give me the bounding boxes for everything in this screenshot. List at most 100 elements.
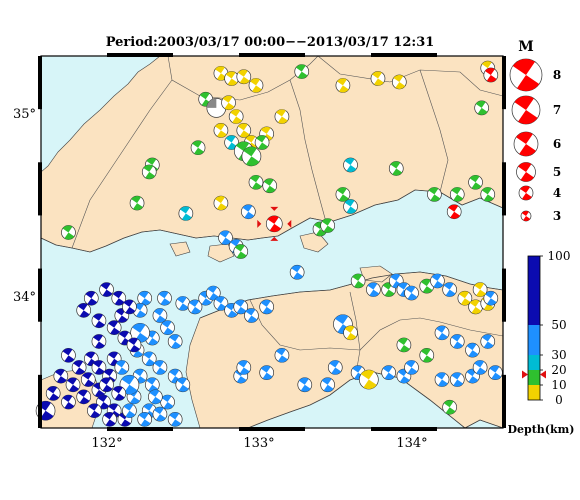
earthquake-event	[167, 334, 183, 349]
magnitude-legend-label: 5	[553, 165, 561, 179]
earthquake-event	[76, 389, 92, 405]
earthquake-event	[488, 365, 503, 380]
earthquake-event	[111, 290, 127, 306]
earthquake-event	[419, 278, 435, 294]
frame-bar-segment	[502, 56, 506, 110]
earthquake-event	[61, 225, 76, 240]
frame-scale-bars	[38, 53, 506, 431]
earthquake-event	[449, 334, 465, 349]
earthquake-event	[137, 411, 153, 427]
depth-legend-label: Depth(km)	[508, 423, 575, 436]
earthquake-event	[45, 386, 61, 401]
magnitude-legend-ball	[513, 131, 539, 157]
earthquake-event	[178, 206, 194, 221]
earthquake-event	[335, 187, 351, 202]
earthquake-event	[442, 399, 457, 415]
earthquake-event	[480, 334, 496, 349]
earthquake-event	[465, 342, 480, 358]
magnitude-legend-ball	[516, 162, 536, 182]
depth-tick-label: 0	[555, 393, 563, 407]
earthquake-event	[224, 71, 239, 86]
earthquake-event	[119, 374, 140, 395]
earthquake-event	[274, 347, 290, 363]
earthquake-event	[449, 372, 465, 387]
earthquake-event	[419, 347, 435, 363]
earthquake-event	[350, 273, 366, 289]
magnitude-legend-label: 3	[553, 209, 561, 223]
depth-tick-label: 50	[551, 318, 566, 332]
earthquake-event	[152, 406, 168, 422]
earthquake-event	[343, 199, 358, 214]
earthquake-event	[122, 299, 137, 315]
depth-marker-left	[522, 370, 528, 379]
earthquake-event	[160, 394, 175, 410]
lat-label-34: 34°	[13, 290, 36, 305]
earthquake-event	[76, 302, 92, 318]
earthquake-event	[358, 369, 379, 390]
mainshock-arrow	[270, 206, 279, 211]
earthquake-event	[289, 264, 305, 280]
earthquake-event	[381, 365, 396, 380]
earthquake-event	[144, 377, 160, 393]
border-4	[419, 69, 449, 193]
earthquake-event	[71, 360, 87, 375]
earthquake-event	[187, 299, 203, 315]
earthquake-event	[99, 377, 114, 393]
earthquake-event	[396, 337, 412, 353]
frame-bar-segment	[371, 53, 437, 57]
mainshock-beachball	[265, 215, 283, 233]
earthquake-event	[370, 71, 386, 86]
earthquake-event	[446, 204, 462, 220]
earthquake-event	[126, 337, 142, 353]
earthquake-event	[137, 290, 153, 306]
earthquake-event	[434, 325, 450, 341]
earthquake-event	[141, 351, 157, 367]
frame-bar-segment	[502, 374, 506, 428]
earthquake-event	[244, 308, 259, 323]
earthquake-event	[259, 365, 275, 380]
earthquake-event	[91, 334, 107, 349]
mainshock-arrow	[287, 219, 292, 228]
earthquake-event	[91, 360, 107, 375]
border-8	[249, 299, 361, 351]
prefecture-borders	[71, 55, 504, 381]
earthquake-event	[262, 178, 278, 194]
depth-marker-right	[540, 370, 546, 379]
earthquake-event	[224, 135, 239, 150]
earthquake-event	[175, 377, 191, 393]
earthquake-event	[91, 313, 107, 329]
earthquake-event	[297, 377, 313, 393]
magnitude-legend: M 8 7 6 5 4 3	[509, 39, 561, 223]
frame-bar-segment	[107, 427, 173, 431]
lat-label-35: 35°	[13, 107, 36, 122]
lon-label-133: 133°	[243, 436, 274, 451]
earthquake-event	[236, 69, 252, 85]
earthquake-event	[190, 140, 206, 156]
border-7	[349, 291, 361, 381]
earthquake-event	[320, 218, 336, 233]
depth-color-segment	[528, 325, 540, 355]
earthquake-event	[53, 368, 69, 384]
earthquake-event	[148, 389, 163, 405]
magnitude-legend-label: 8	[553, 68, 561, 82]
earthquake-event	[114, 360, 130, 375]
depth-tick-label: 30	[551, 348, 566, 362]
map-title: Period:2003/03/17 00:00−−2013/03/17 12:3…	[106, 35, 435, 50]
earthquake-event	[343, 325, 358, 341]
frame-bar-segment	[107, 53, 173, 57]
earthquake-event	[468, 299, 483, 315]
magnitude-legend-label: 4	[553, 186, 561, 200]
earthquake-event	[483, 67, 499, 83]
earthquake-event	[248, 78, 264, 93]
frame-bar-segment	[502, 268, 506, 322]
depth-bar-border	[527, 255, 541, 401]
frame-bar-segment	[38, 56, 42, 110]
frame-bar-segment	[38, 162, 42, 216]
earthquake-event	[87, 403, 102, 419]
earthquake-event	[80, 372, 96, 387]
earthquake-event	[167, 411, 183, 427]
earthquake-event	[294, 64, 310, 79]
earthquake-event	[221, 95, 236, 111]
earthquake-event	[483, 290, 499, 306]
